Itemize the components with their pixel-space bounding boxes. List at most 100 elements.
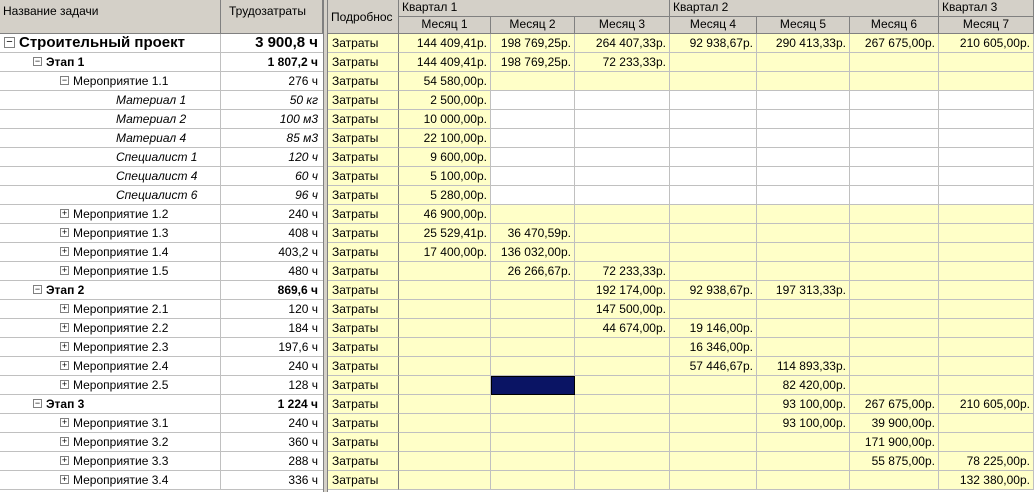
cost-cell[interactable] [399, 433, 491, 452]
cost-cell[interactable] [491, 148, 575, 167]
work-cell[interactable]: 408 ч [288, 226, 318, 240]
cost-cell[interactable] [491, 433, 575, 452]
cost-cell[interactable]: 16 346,00р. [670, 338, 757, 357]
cost-cell[interactable] [757, 72, 850, 91]
cost-cell[interactable] [575, 433, 670, 452]
cost-cell[interactable] [939, 167, 1034, 186]
cost-cell[interactable]: 72 233,33р. [575, 262, 670, 281]
cost-cell[interactable]: 82 420,00р. [757, 376, 850, 395]
work-cell[interactable]: 120 ч [288, 302, 318, 316]
cost-cell[interactable] [491, 72, 575, 91]
work-cell[interactable]: 360 ч [288, 435, 318, 449]
cost-cell[interactable] [939, 433, 1034, 452]
cost-cell[interactable]: 26 266,67р. [491, 262, 575, 281]
cost-cell[interactable] [939, 300, 1034, 319]
cost-cell[interactable] [850, 167, 939, 186]
collapse-icon[interactable]: − [60, 75, 69, 86]
cost-cell[interactable] [670, 262, 757, 281]
cost-cell[interactable] [939, 205, 1034, 224]
expand-icon[interactable]: + [60, 227, 69, 238]
cost-cell[interactable]: 25 529,41р. [399, 224, 491, 243]
cost-cell[interactable]: 44 674,00р. [575, 319, 670, 338]
cost-cell[interactable] [670, 452, 757, 471]
cost-cell[interactable]: 55 875,00р. [850, 452, 939, 471]
task-name-cell[interactable]: + Мероприятие 1.3 [0, 224, 221, 242]
cost-cell[interactable] [850, 224, 939, 243]
cost-cell[interactable]: 198 769,25р. [491, 34, 575, 53]
cost-cell[interactable] [575, 148, 670, 167]
cost-cell[interactable] [491, 167, 575, 186]
cost-cell[interactable] [670, 72, 757, 91]
cost-cell[interactable] [670, 300, 757, 319]
task-name-cell[interactable]: − Этап 3 [0, 395, 221, 413]
cost-cell[interactable] [399, 452, 491, 471]
task-row[interactable]: + Мероприятие 1.5 480 ч [0, 262, 323, 281]
cost-cell[interactable] [670, 414, 757, 433]
cost-cell[interactable] [491, 110, 575, 129]
cost-cell[interactable] [399, 376, 491, 395]
cost-cell[interactable] [670, 471, 757, 490]
cost-cell[interactable]: 144 409,41р. [399, 53, 491, 72]
cost-cell[interactable] [757, 471, 850, 490]
selected-cost-cell[interactable] [491, 376, 575, 395]
task-name-cell[interactable]: + Мероприятие 1.2 [0, 205, 221, 223]
cost-cell[interactable]: 5 280,00р. [399, 186, 491, 205]
task-row[interactable]: + Мероприятие 3.3 288 ч [0, 452, 323, 471]
cost-cell[interactable] [575, 414, 670, 433]
task-row[interactable]: + Мероприятие 3.4 336 ч [0, 471, 323, 490]
cost-cell[interactable] [850, 72, 939, 91]
work-cell[interactable]: 288 ч [288, 454, 318, 468]
cost-cell[interactable]: 93 100,00р. [757, 414, 850, 433]
task-row[interactable]: Материал 4 85 м3 [0, 129, 323, 148]
cost-cell[interactable]: 92 938,67р. [670, 281, 757, 300]
cost-cell[interactable] [575, 205, 670, 224]
cost-cell[interactable] [575, 471, 670, 490]
cost-cell[interactable] [757, 53, 850, 72]
cost-cell[interactable] [670, 224, 757, 243]
task-name-cell[interactable]: Материал 1 [0, 91, 221, 109]
work-cell[interactable]: 240 ч [288, 359, 318, 373]
cost-cell[interactable] [575, 91, 670, 110]
work-cell[interactable]: 120 ч [288, 150, 318, 164]
cost-cell[interactable]: 93 100,00р. [757, 395, 850, 414]
expand-icon[interactable]: + [60, 417, 69, 428]
task-name-cell[interactable]: + Мероприятие 3.3 [0, 452, 221, 470]
expand-icon[interactable]: + [60, 208, 69, 219]
task-name-cell[interactable]: − Строительный проект [0, 34, 221, 52]
expand-icon[interactable]: + [60, 303, 69, 314]
cost-cell[interactable] [757, 167, 850, 186]
cost-cell[interactable]: 192 174,00р. [575, 281, 670, 300]
work-cell[interactable]: 240 ч [288, 207, 318, 221]
expand-icon[interactable]: + [60, 474, 69, 485]
cost-cell[interactable] [939, 281, 1034, 300]
cost-cell[interactable] [757, 224, 850, 243]
cost-cell[interactable] [575, 129, 670, 148]
column-header-details[interactable]: Подробнос [328, 0, 399, 34]
cost-cell[interactable] [670, 167, 757, 186]
cost-cell[interactable] [670, 186, 757, 205]
cost-cell[interactable] [939, 338, 1034, 357]
work-cell[interactable]: 128 ч [288, 378, 318, 392]
cost-cell[interactable] [399, 414, 491, 433]
task-row[interactable]: + Мероприятие 1.2 240 ч [0, 205, 323, 224]
cost-cell[interactable]: 136 032,00р. [491, 243, 575, 262]
cost-cell[interactable] [399, 357, 491, 376]
expand-icon[interactable]: + [60, 341, 69, 352]
cost-cell[interactable]: 198 769,25р. [491, 53, 575, 72]
cost-cell[interactable] [850, 243, 939, 262]
task-row[interactable]: + Мероприятие 1.3 408 ч [0, 224, 323, 243]
task-row[interactable]: + Мероприятие 2.2 184 ч [0, 319, 323, 338]
expand-icon[interactable]: + [60, 246, 69, 257]
expand-icon[interactable]: + [60, 379, 69, 390]
cost-cell[interactable] [850, 300, 939, 319]
cost-cell[interactable]: 72 233,33р. [575, 53, 670, 72]
column-header-work[interactable]: Трудозатраты [221, 0, 323, 34]
task-row[interactable]: − Строительный проект 3 900,8 ч [0, 34, 323, 53]
cost-cell[interactable] [575, 357, 670, 376]
task-name-cell[interactable]: Специалист 4 [0, 167, 221, 185]
cost-cell[interactable] [491, 452, 575, 471]
cost-cell[interactable] [939, 224, 1034, 243]
task-row[interactable]: Материал 2 100 м3 [0, 110, 323, 129]
task-name-cell[interactable]: − Этап 1 [0, 53, 221, 71]
cost-cell[interactable]: 147 500,00р. [575, 300, 670, 319]
